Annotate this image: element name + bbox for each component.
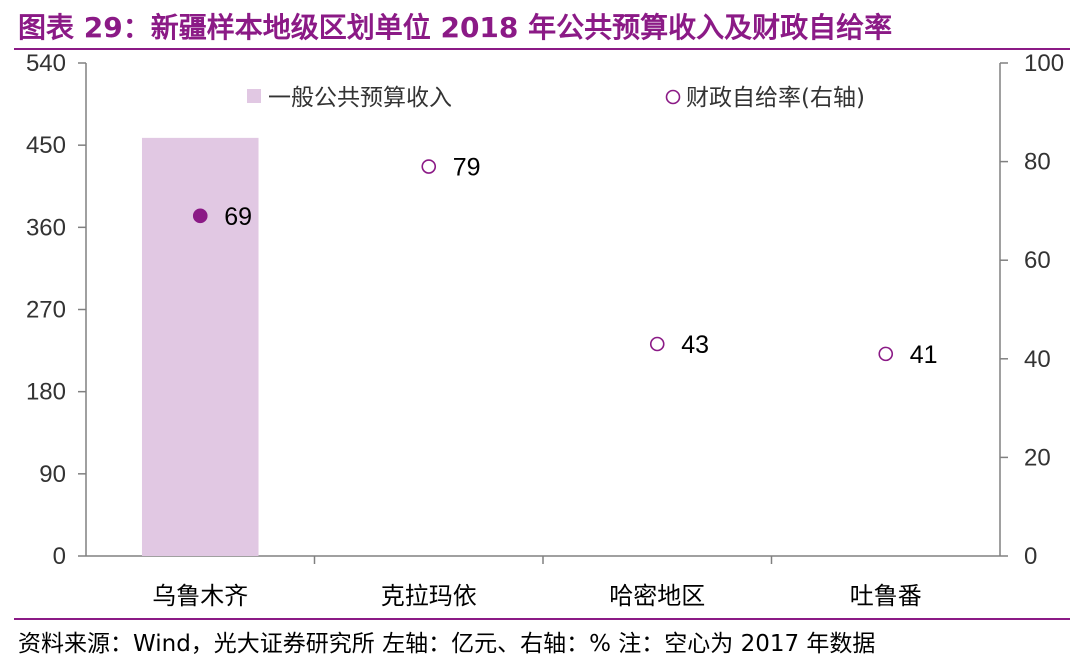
right-tick-label: 0 (1024, 543, 1037, 570)
left-tick-label: 360 (26, 214, 66, 241)
right-tick-label: 40 (1024, 346, 1051, 373)
left-tick-label: 540 (26, 50, 66, 77)
ratio-point-hollow (649, 336, 665, 352)
ratio-value-label: 69 (224, 203, 252, 231)
ratio-value-label: 43 (681, 331, 709, 359)
x-category-label: 吐鲁番 (850, 582, 922, 610)
left-tick-label: 0 (53, 543, 66, 570)
left-tick-label: 180 (26, 379, 66, 406)
right-tick-label: 80 (1024, 149, 1051, 176)
revenue-bar (141, 137, 259, 556)
ratio-point-hollow (421, 159, 437, 174)
ratio-value-label: 41 (910, 341, 938, 369)
x-category-label: 克拉玛依 (381, 582, 477, 610)
right-tick-label: 100 (1024, 50, 1064, 77)
left-tick-label: 90 (39, 461, 66, 488)
legend-point-swatch (665, 89, 681, 105)
chart-title: 图表 29：新疆样本地级区划单位 2018 年公共预算收入及财政自给率 (18, 11, 893, 44)
x-category-label: 乌鲁木齐 (152, 582, 248, 610)
legend-point-label: 财政自给率(右轴) (686, 85, 865, 111)
left-tick-label: 450 (26, 132, 66, 159)
left-tick-label: 270 (26, 297, 66, 324)
footer-divider (14, 618, 1070, 620)
source-note: 资料来源：Wind，光大证券研究所 左轴：亿元、右轴：% 注：空心为 2017 … (18, 631, 876, 657)
legend-bar-swatch (247, 89, 261, 103)
title-divider (14, 48, 1070, 50)
right-tick-label: 60 (1024, 247, 1051, 274)
ratio-value-label: 79 (453, 154, 481, 182)
x-category-label: 哈密地区 (609, 582, 705, 610)
right-tick-label: 20 (1024, 444, 1051, 471)
legend-bar-label: 一般公共预算收入 (268, 85, 452, 111)
ratio-point-hollow (878, 346, 894, 362)
ratio-point-filled (192, 208, 208, 224)
